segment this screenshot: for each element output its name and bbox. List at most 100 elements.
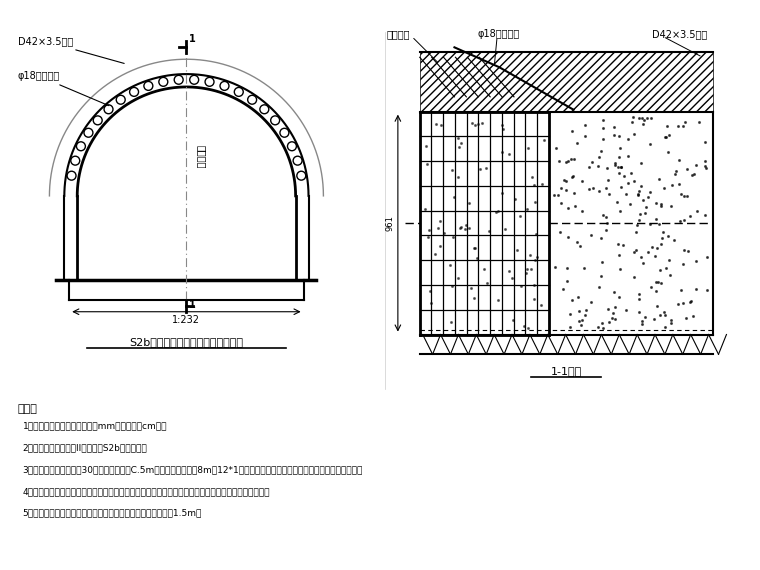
Point (628, 273, 640, 282)
Point (555, 184, 567, 193)
Point (675, 189, 687, 198)
Point (641, 192, 654, 201)
Point (566, 172, 578, 181)
Point (629, 246, 641, 255)
Point (597, 123, 610, 132)
Point (632, 186, 644, 196)
Text: 1、本图尺寸单位除鈢筋直径以mm计外，均以cm计。: 1、本图尺寸单位除鈢筋直径以mm计外，均以cm计。 (23, 422, 167, 431)
Point (496, 120, 508, 129)
Point (597, 134, 610, 143)
Point (603, 176, 615, 185)
Text: 喷混凝二: 喷混凝二 (386, 30, 410, 39)
Text: 961: 961 (386, 215, 395, 231)
Point (557, 284, 569, 293)
Point (700, 164, 712, 173)
Point (654, 311, 667, 320)
Point (529, 255, 541, 264)
Point (635, 252, 647, 261)
Point (659, 133, 671, 142)
Point (526, 173, 538, 182)
Point (603, 189, 615, 198)
Point (459, 224, 471, 233)
Point (594, 233, 606, 242)
Point (530, 229, 542, 238)
Point (445, 317, 458, 327)
Point (626, 117, 638, 127)
Point (535, 300, 547, 310)
Point (600, 226, 613, 235)
Point (448, 193, 460, 202)
Point (699, 137, 711, 146)
Point (699, 161, 711, 170)
Point (638, 259, 650, 268)
Point (641, 113, 653, 123)
Point (560, 176, 572, 185)
Point (615, 183, 627, 192)
Point (425, 299, 437, 308)
Point (609, 303, 621, 312)
Point (659, 310, 671, 319)
Point (455, 222, 467, 231)
Point (447, 233, 459, 242)
Point (665, 201, 677, 210)
Point (434, 217, 446, 226)
Point (698, 211, 711, 220)
Text: D42×3.5花管: D42×3.5花管 (17, 36, 124, 63)
Text: D42×3.5花管: D42×3.5花管 (652, 30, 708, 39)
Point (655, 199, 667, 208)
Point (668, 236, 680, 245)
Point (631, 221, 643, 230)
Point (419, 204, 431, 213)
Point (670, 167, 682, 176)
Point (520, 268, 532, 277)
Point (659, 323, 671, 332)
Point (597, 210, 610, 219)
Point (531, 253, 543, 262)
Point (556, 198, 568, 207)
Point (690, 160, 702, 169)
Point (600, 219, 613, 228)
Point (454, 138, 467, 147)
Point (651, 278, 663, 287)
Point (635, 316, 648, 325)
Point (562, 156, 574, 165)
Point (651, 301, 663, 310)
Point (597, 257, 609, 266)
Point (563, 322, 575, 331)
Point (593, 282, 605, 291)
Point (522, 323, 534, 332)
Point (654, 239, 667, 248)
Point (446, 165, 458, 174)
Point (463, 198, 475, 207)
Point (617, 241, 629, 250)
Point (586, 158, 598, 167)
Point (550, 144, 562, 153)
Point (497, 125, 509, 134)
Bar (420, 52, 713, 112)
Point (466, 118, 478, 127)
Point (658, 183, 670, 192)
Point (654, 266, 667, 275)
Point (655, 201, 667, 210)
Point (613, 251, 625, 260)
Point (615, 163, 627, 172)
Point (626, 113, 638, 122)
Point (614, 206, 626, 215)
Point (572, 292, 584, 302)
Point (673, 156, 686, 165)
Point (562, 233, 574, 242)
Point (622, 179, 634, 188)
Text: 4、鈢架紧贴开挖面安装，安装完毕后立即喷射混凝土将其完全覆盖，覆盖后方可进行下一循环的开挖。: 4、鈢架紧贴开挖面安装，安装完毕后立即喷射混凝土将其完全覆盖，覆盖后方可进行下一… (23, 487, 270, 496)
Point (674, 217, 686, 226)
Point (518, 321, 530, 331)
Point (568, 154, 580, 164)
Point (660, 263, 673, 272)
Point (483, 226, 496, 235)
Point (635, 158, 648, 167)
Point (465, 283, 477, 292)
Point (561, 276, 573, 286)
Point (651, 214, 663, 223)
Point (496, 189, 508, 198)
Point (521, 205, 533, 214)
Point (672, 121, 684, 131)
